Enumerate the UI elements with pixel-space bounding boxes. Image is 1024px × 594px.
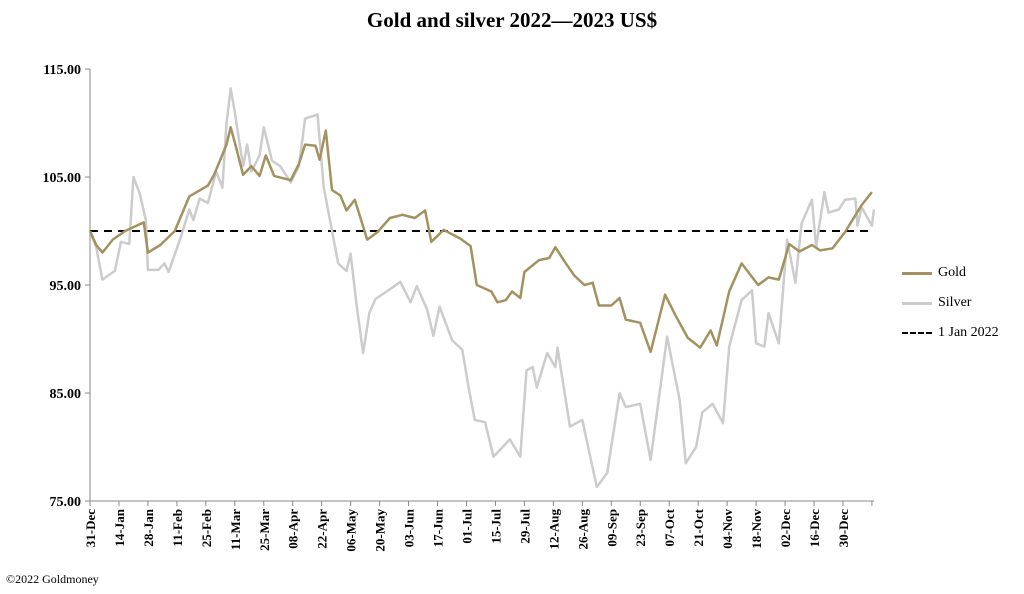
x-tick-label: 29-Jul xyxy=(517,509,532,544)
x-tick-label: 22-Apr xyxy=(315,509,330,549)
x-tick-label: 15-Jul xyxy=(488,509,503,544)
x-tick-label: 20-May xyxy=(373,509,388,552)
x-tick-label: 18-Nov xyxy=(749,509,764,549)
legend-swatch-gold xyxy=(902,271,932,275)
copyright: ©2022 Goldmoney xyxy=(6,572,99,586)
x-tick-label: 08-Apr xyxy=(286,509,301,549)
legend-item-baseline: 1 Jan 2022 xyxy=(902,318,999,348)
series-line-silver xyxy=(88,87,876,489)
x-tick-label: 02-Dec xyxy=(778,509,793,547)
legend-item-silver: Silver xyxy=(902,288,999,318)
x-tick-label: 31-Dec xyxy=(83,509,98,547)
legend-label-baseline: 1 Jan 2022 xyxy=(938,325,999,340)
x-tick-label: 23-Sep xyxy=(633,509,648,547)
y-tick-label: 105.00 xyxy=(43,171,82,186)
x-tick-label: 04-Nov xyxy=(720,509,735,549)
x-tick-label: 25-Mar xyxy=(257,509,272,551)
x-tick-label: 03-Jun xyxy=(402,508,417,547)
y-tick-label: 85.00 xyxy=(50,387,82,402)
x-tick-label: 01-Jul xyxy=(459,509,474,544)
series-line-gold xyxy=(88,126,873,354)
legend: Gold Silver 1 Jan 2022 xyxy=(902,258,999,348)
x-tick-label: 12-Aug xyxy=(546,509,561,550)
chart-title: Gold and silver 2022—2023 US$ xyxy=(366,8,658,32)
x-tick-label: 07-Oct xyxy=(662,508,677,546)
x-tick-label: 25-Feb xyxy=(199,509,214,547)
x-tick-label: 11-Feb xyxy=(170,509,185,547)
legend-item-gold: Gold xyxy=(902,258,999,288)
legend-label-gold: Gold xyxy=(938,265,966,280)
x-tick-label: 14-Jan xyxy=(112,508,127,546)
legend-swatch-baseline xyxy=(902,332,932,334)
x-tick-label: 06-May xyxy=(344,509,359,552)
x-tick-label: 16-Dec xyxy=(807,509,822,547)
legend-label-silver: Silver xyxy=(938,295,972,310)
y-tick-label: 75.00 xyxy=(50,495,82,510)
y-tick-label: 115.00 xyxy=(43,63,81,78)
x-tick-label: 11-Mar xyxy=(228,509,243,550)
x-tick-label: 26-Aug xyxy=(575,509,590,550)
legend-swatch-silver xyxy=(902,301,932,305)
x-tick-label: 17-Jun xyxy=(431,508,446,547)
x-tick-label: 30-Dec xyxy=(836,509,851,547)
y-tick-label: 95.00 xyxy=(50,279,82,294)
x-tick-label: 28-Jan xyxy=(141,508,156,546)
x-tick-label: 09-Sep xyxy=(604,509,619,547)
x-tick-label: 21-Oct xyxy=(691,508,706,546)
